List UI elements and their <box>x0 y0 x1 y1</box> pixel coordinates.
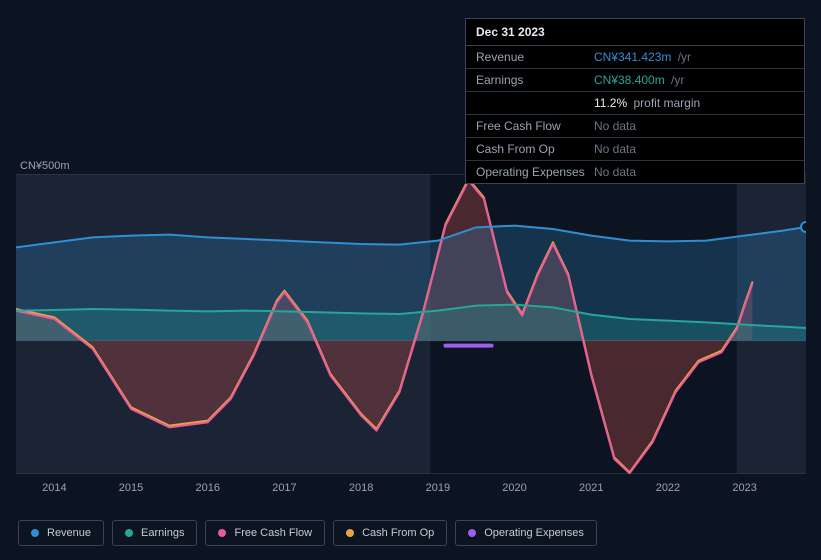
x-axis-label: 2016 <box>195 482 219 494</box>
x-axis-label: 2021 <box>579 482 603 494</box>
legend-item[interactable]: Earnings <box>112 520 197 546</box>
tooltip-label: Revenue <box>476 50 594 64</box>
tooltip-date: Dec 31 2023 <box>466 19 804 46</box>
tooltip-value: CN¥341.423m /yr <box>594 50 691 64</box>
tooltip-row: 11.2% profit margin <box>466 92 804 115</box>
x-axis-label: 2022 <box>656 482 680 494</box>
tooltip-panel: Dec 31 2023 RevenueCN¥341.423m /yrEarnin… <box>465 18 805 184</box>
tooltip-label: Operating Expenses <box>476 165 594 179</box>
chart-plot <box>16 174 806 474</box>
tooltip-row: Cash From OpNo data <box>466 138 804 161</box>
tooltip-value: No data <box>594 142 636 156</box>
x-axis-label: 2023 <box>732 482 756 494</box>
legend-item[interactable]: Operating Expenses <box>455 520 597 546</box>
legend-dot-icon <box>125 529 133 537</box>
y-axis-label: CN¥500m <box>20 160 70 172</box>
tooltip-row: RevenueCN¥341.423m /yr <box>466 46 804 69</box>
legend-label: Cash From Op <box>362 527 434 539</box>
tooltip-value: No data <box>594 119 636 133</box>
legend-dot-icon <box>468 529 476 537</box>
legend-label: Free Cash Flow <box>234 527 312 539</box>
legend-dot-icon <box>31 529 39 537</box>
legend-dot-icon <box>218 529 226 537</box>
tooltip-label: Free Cash Flow <box>476 119 594 133</box>
x-axis-label: 2019 <box>426 482 450 494</box>
tooltip-value: No data <box>594 165 636 179</box>
chart-legend: Revenue Earnings Free Cash Flow Cash From O… <box>18 520 597 546</box>
x-axis-label: 2020 <box>502 482 526 494</box>
legend-dot-icon <box>346 529 354 537</box>
legend-item[interactable]: Cash From Op <box>333 520 447 546</box>
x-axis-label: 2015 <box>119 482 143 494</box>
x-axis-label: 2014 <box>42 482 66 494</box>
tooltip-label: Earnings <box>476 73 594 87</box>
tooltip-label: Cash From Op <box>476 142 594 156</box>
legend-item[interactable]: Free Cash Flow <box>205 520 325 546</box>
tooltip-value: 11.2% profit margin <box>594 96 700 110</box>
legend-item[interactable]: Revenue <box>18 520 104 546</box>
tooltip-value: CN¥38.400m /yr <box>594 73 684 87</box>
x-axis-label: 2018 <box>349 482 373 494</box>
tooltip-label <box>476 96 594 110</box>
financial-chart: CN¥500mCN¥0-CN¥400m 20142015201620172018… <box>16 160 806 520</box>
legend-label: Earnings <box>141 527 184 539</box>
tooltip-row: EarningsCN¥38.400m /yr <box>466 69 804 92</box>
x-axis-label: 2017 <box>272 482 296 494</box>
legend-label: Revenue <box>47 527 91 539</box>
legend-label: Operating Expenses <box>484 527 584 539</box>
tooltip-row: Free Cash FlowNo data <box>466 115 804 138</box>
tooltip-row: Operating ExpensesNo data <box>466 161 804 183</box>
